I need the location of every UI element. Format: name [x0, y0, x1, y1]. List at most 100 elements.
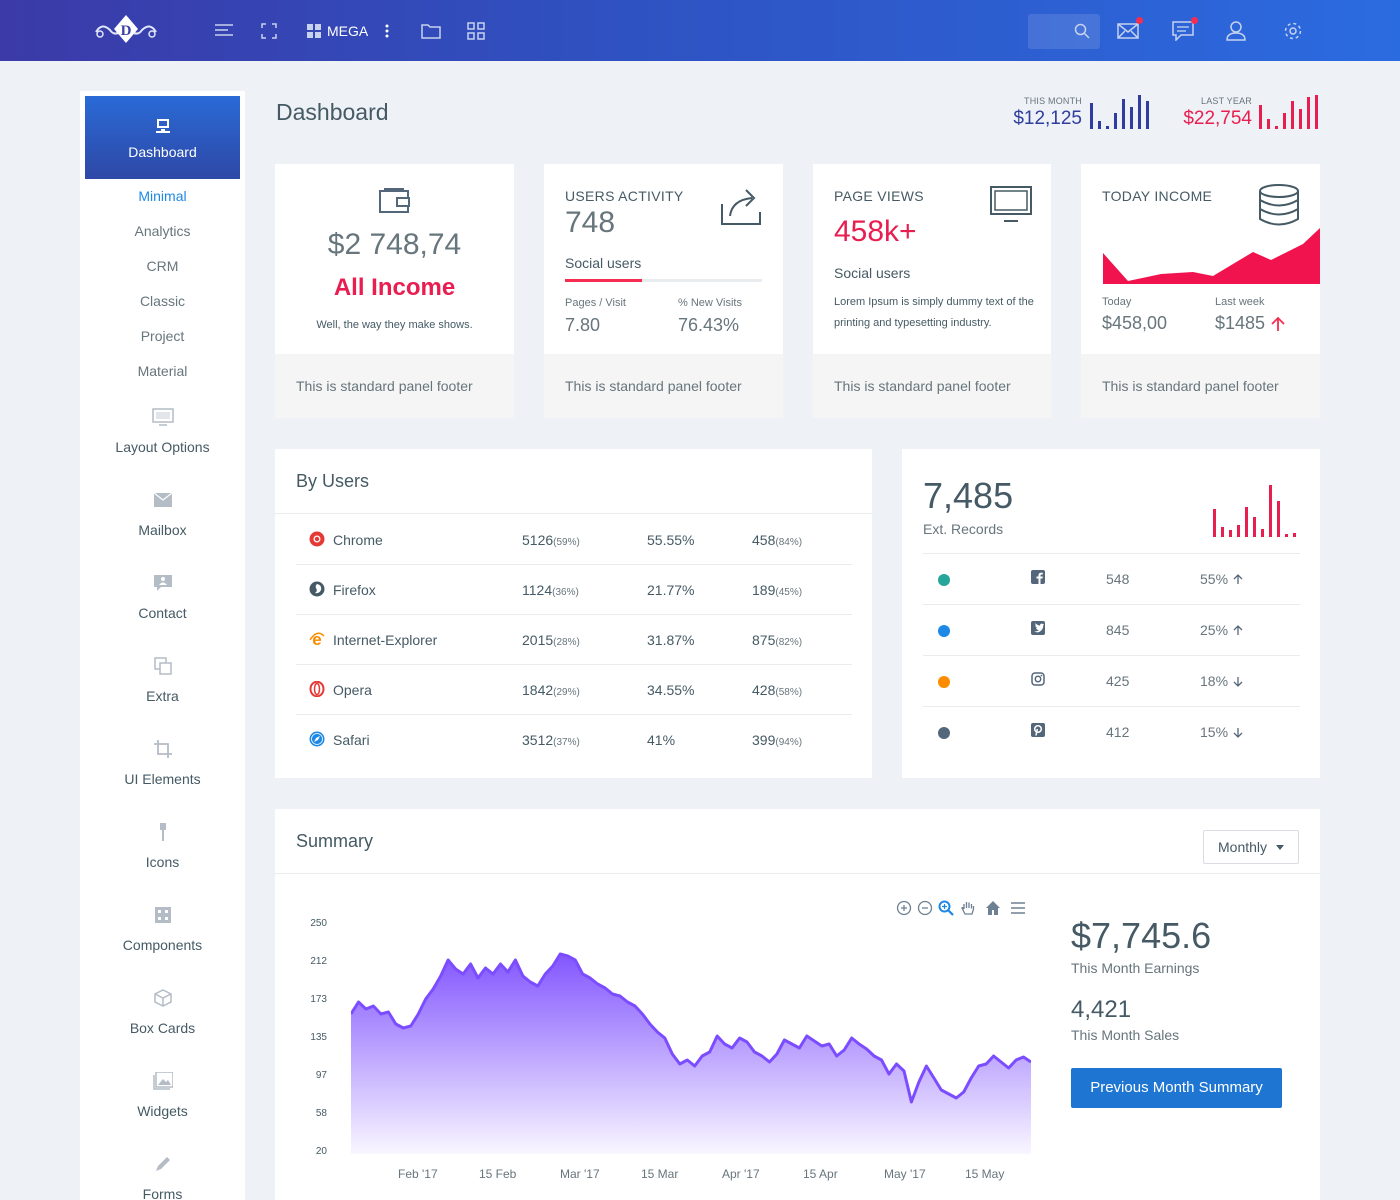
table-row[interactable]: e Internet-Explorer 2015(28%) 31.87% 875… [296, 615, 852, 665]
users-activity-card: USERS ACTIVITY 748 Social users Pages / … [544, 164, 783, 418]
sidebar-item-label: Widgets [137, 1103, 188, 1119]
income-amount: $2 748,74 [327, 228, 462, 261]
users-activity-value: 748 [565, 206, 616, 239]
ext-records-label: Ext. Records [923, 521, 1004, 537]
sidebar-item-forms[interactable]: Forms [80, 1154, 245, 1200]
page-views-card: PAGE VIEWS 458k+ Social users Lorem Ipsu… [813, 164, 1051, 418]
today-income-card: TODAY INCOME Today $458,00 Last week $14… [1081, 164, 1320, 418]
sidebar: Dashboard Minimal Analytics CRM Classic … [80, 91, 245, 1200]
browser-name: Internet-Explorer [333, 632, 438, 648]
brand-logo[interactable]: D [92, 12, 160, 48]
income-title: All Income [333, 274, 456, 301]
earnings-label: This Month Earnings [1071, 960, 1200, 976]
y-tick-label: 135 [310, 1032, 327, 1043]
sidebar-item-contact[interactable]: Contact [80, 573, 245, 621]
grid-icon [80, 905, 245, 925]
sidebar-item-widgets[interactable]: Widgets [80, 1071, 245, 1119]
search-input[interactable] [1028, 14, 1100, 49]
arrow-down-icon [1233, 676, 1243, 687]
sidebar-subitem-minimal[interactable]: Minimal [138, 188, 187, 204]
ext-records-sparkline [1213, 485, 1296, 537]
sidebar-item-extra[interactable]: Extra [80, 656, 245, 704]
sidebar-subitem-material[interactable]: Material [137, 363, 188, 379]
selection-zoom-icon[interactable] [938, 900, 954, 916]
contact-icon [80, 573, 245, 593]
sidebar-item-label: Components [122, 937, 203, 953]
previous-month-summary-button[interactable]: Previous Month Summary [1071, 1068, 1282, 1108]
today-income-title: TODAY INCOME [1102, 188, 1213, 204]
table-row[interactable]: Chrome 5126(59%) 55.55% 458(84%) [296, 515, 852, 565]
last-week-label: Last week [1215, 296, 1265, 308]
card-footer: This is standard panel footer [275, 354, 514, 418]
sidebar-item-box-cards[interactable]: Box Cards [80, 988, 245, 1036]
fullscreen-icon[interactable] [257, 19, 281, 43]
sidebar-subitem-classic[interactable]: Classic [139, 293, 186, 309]
chat-icon[interactable] [1171, 17, 1198, 43]
y-tick-label: 20 [315, 1146, 327, 1157]
apps-icon[interactable] [464, 19, 488, 43]
monitor-icon [80, 407, 245, 427]
status-dot [938, 574, 950, 586]
summary-area-chart [351, 952, 1031, 1154]
settings-gear-icon[interactable] [1281, 19, 1305, 43]
more-vertical-icon[interactable] [375, 19, 399, 43]
income-card: $2 748,74 All Income Well, the way they … [275, 164, 514, 418]
sidebar-item-label: UI Elements [124, 771, 201, 787]
user-icon[interactable] [1224, 19, 1248, 43]
social-row-facebook[interactable]: 548 55% [923, 553, 1300, 604]
social-percent: 25% [1200, 622, 1243, 638]
sidebar-item-layout-options[interactable]: Layout Options [80, 407, 245, 455]
database-icon [1258, 184, 1300, 226]
sidebar-toggle-icon[interactable] [212, 19, 236, 43]
sidebar-item-mailbox[interactable]: Mailbox [80, 490, 245, 538]
sidebar-subitem-analytics[interactable]: Analytics [134, 223, 191, 239]
x-tick-label: 15 Feb [479, 1167, 517, 1181]
box-icon [80, 988, 245, 1008]
home-reset-icon[interactable] [985, 900, 1001, 916]
chevron-down-icon [1276, 844, 1284, 850]
x-tick-label: Feb '17 [398, 1167, 438, 1181]
card-footer: This is standard panel footer [1081, 354, 1320, 418]
sidebar-item-dashboard[interactable]: Dashboard [85, 96, 240, 179]
sidebar-item-label: Icons [145, 854, 180, 870]
sessions-value: 1124(36%) [522, 582, 579, 598]
zoom-in-icon[interactable] [896, 900, 912, 916]
last-week-value-wrap: $1485 [1215, 313, 1285, 334]
social-row-pinterest[interactable]: 412 15% [923, 706, 1300, 757]
pan-hand-icon[interactable] [960, 900, 976, 916]
ext-records-value: 7,485 [923, 475, 1014, 516]
sidebar-subitem-project[interactable]: Project [140, 328, 185, 344]
by-users-title: By Users [296, 471, 370, 491]
mail-icon[interactable] [1116, 17, 1143, 43]
social-row-twitter[interactable]: 845 25% [923, 604, 1300, 655]
this-month-stat: THIS MONTH $12,125 [1010, 96, 1082, 130]
sidebar-item-label: Mailbox [138, 522, 187, 538]
sidebar-subitem-crm[interactable]: CRM [146, 258, 179, 274]
x-tick-label: Mar '17 [560, 1167, 600, 1181]
sidebar-item-components[interactable]: Components [80, 905, 245, 953]
table-row[interactable]: Safari 3512(37%) 41% 399(94%) [296, 715, 852, 765]
mega-menu-label: MEGA [327, 23, 369, 39]
sidebar-item-ui-elements[interactable]: UI Elements [80, 739, 245, 787]
period-select[interactable]: Monthly [1203, 830, 1299, 864]
page-views-title: PAGE VIEWS [834, 188, 924, 204]
social-count: 425 [1106, 673, 1130, 689]
folder-icon[interactable] [419, 19, 443, 43]
period-select-value: Monthly [1218, 839, 1268, 855]
social-row-instagram[interactable]: 425 18% [923, 655, 1300, 706]
svg-text:e: e [312, 631, 321, 647]
chart-menu-icon[interactable] [1010, 900, 1026, 916]
users-value: 428(58%) [752, 682, 803, 698]
sidebar-item-icons[interactable]: Icons [80, 822, 245, 870]
crop-icon [80, 739, 245, 759]
social-count: 412 [1106, 724, 1130, 740]
table-row[interactable]: Firefox 1124(36%) 21.77% 189(45%) [296, 565, 852, 615]
instagram-icon [1031, 672, 1045, 686]
table-row[interactable]: Opera 1842(29%) 34.55% 428(58%) [296, 665, 852, 715]
last-year-sparkline [1259, 95, 1318, 129]
dashboard-icon [85, 96, 240, 134]
page-views-text: Lorem Ipsum is simply dummy text of the … [834, 296, 1034, 329]
zoom-out-icon[interactable] [917, 900, 933, 916]
mega-menu-button[interactable]: MEGA [307, 20, 368, 42]
social-percent: 18% [1200, 673, 1243, 689]
